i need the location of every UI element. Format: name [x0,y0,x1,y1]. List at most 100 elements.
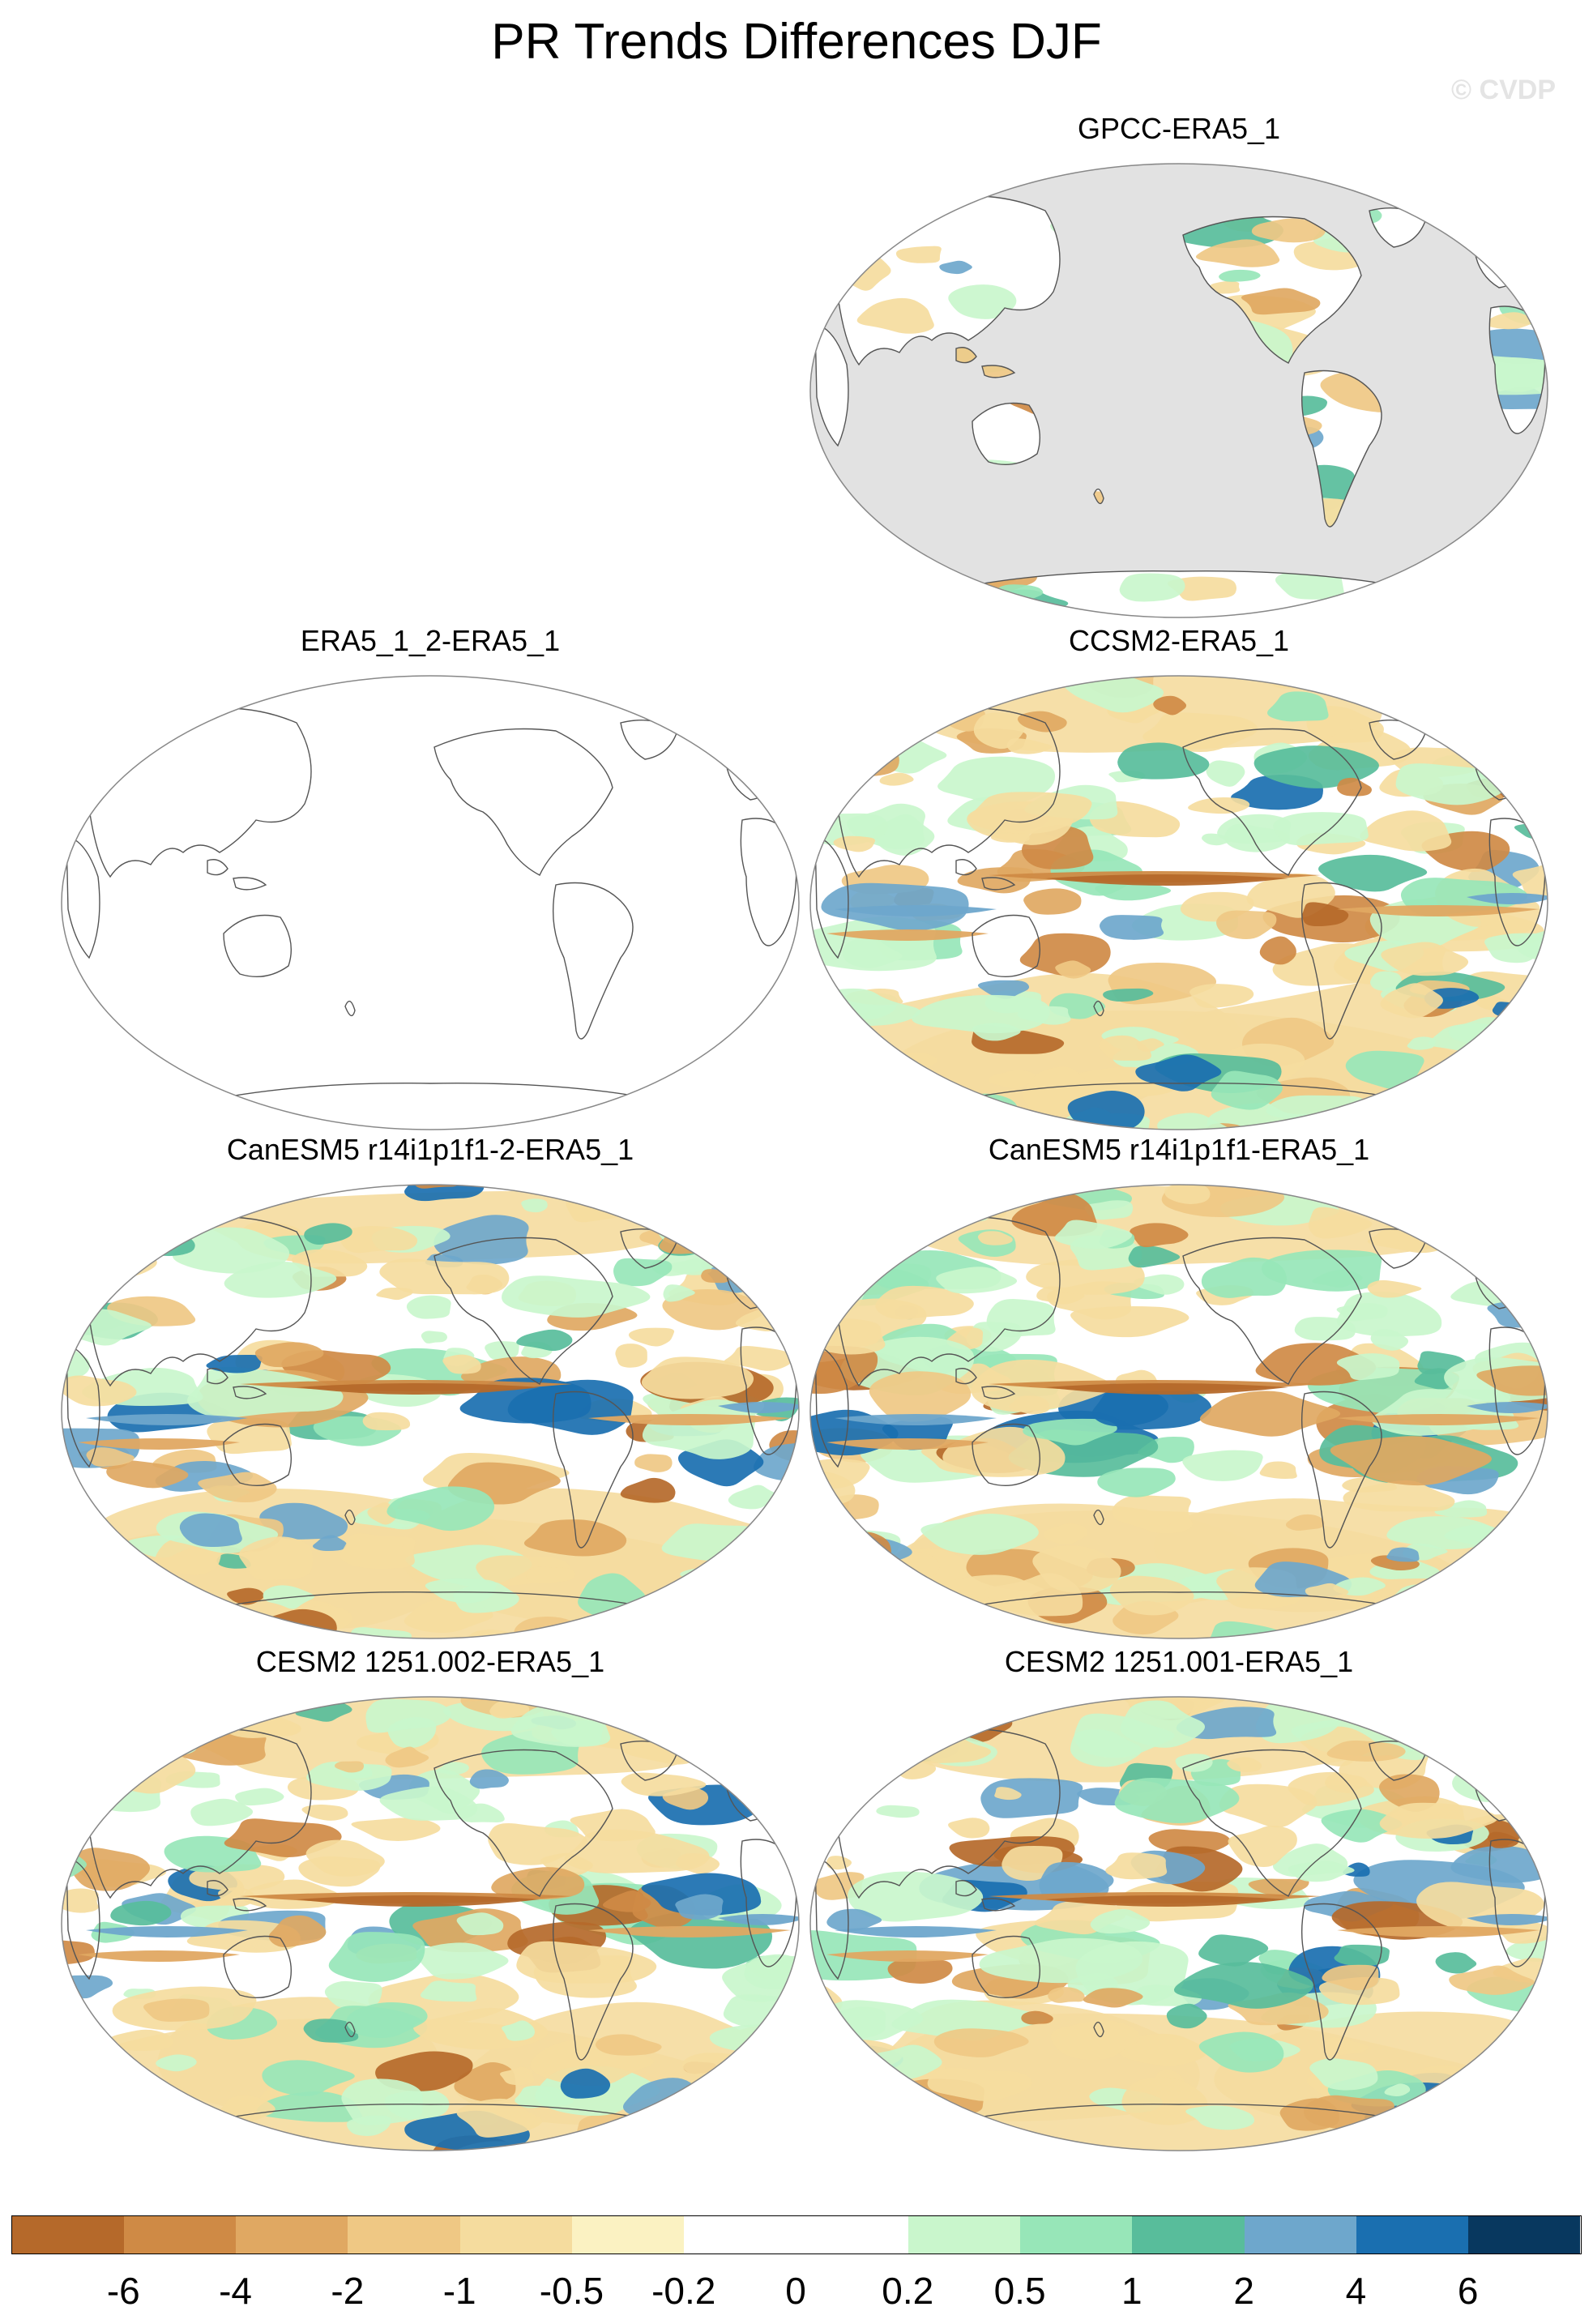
trend-patch [620,1477,676,1503]
trend-patch [1253,745,1379,788]
coastline [1093,1509,1104,1526]
trend-patch [628,1327,675,1347]
trend-patch [1048,1987,1085,2003]
trend-patch [1514,2063,1548,2088]
trend-patch [181,1697,275,1721]
map-panel-canesm2: CanESM5 r14i1p1f1-2-ERA5_1 [53,1133,807,1651]
trend-patch [341,2078,423,2125]
trend-patch [826,1908,882,1932]
trend-patch [972,1023,1021,1041]
trend-patch [1114,1778,1240,1824]
trend-patch [62,1185,128,1220]
trend-patch [256,2091,362,2122]
trend-patch [810,1720,832,1733]
trend-patch [977,1231,1013,1245]
trend-patch [304,1223,352,1245]
map-panel-cesm002: CESM2 1251.002-ERA5_1 [53,1645,807,2164]
coastline [1182,728,1362,876]
trend-patch [1215,910,1277,940]
trend-patch [1386,1201,1452,1220]
trend-patch [810,1459,870,1490]
trend-patch [1402,1108,1465,1130]
trend-patch [227,1587,264,1605]
map-canesm1 [809,1184,1548,1639]
colorbar-tick-label: 4 [1345,2270,1367,2312]
trend-patch [820,1706,887,1734]
coastline [66,1856,100,1980]
map-panel-canesm1: CanESM5 r14i1p1f1-ERA5_1 [802,1133,1556,1651]
map-field [62,1697,799,2151]
trend-patch [1259,1461,1297,1479]
trend-patch [1321,1697,1402,1716]
trend-patch [1219,1784,1318,1828]
trend-patch [1098,1035,1151,1061]
trend-patch [351,1818,441,1841]
trend-band [588,1926,791,1937]
trend-patch [865,164,888,176]
trend-patch [135,1748,178,1762]
trend-patch [1360,810,1452,852]
coastline [433,728,613,876]
colorbar-swatch [571,2215,685,2254]
trend-patch [122,1750,162,1766]
trend-patch [1206,760,1245,787]
trend-patch [668,2144,740,2151]
trend-patch [1450,1845,1548,1883]
map-panel-cesm001: CESM2 1251.001-ERA5_1 [802,1645,1556,2164]
trend-band [86,1414,248,1425]
trend-patch [86,1447,135,1467]
coastline [972,1935,1041,1999]
trend-patch [815,199,873,235]
trend-patch [1189,984,1254,1008]
coastline [223,1423,293,1487]
trend-patch [989,1070,1036,1089]
trend-patch [1434,1500,1488,1518]
trend-patch [1095,880,1172,901]
trend-patch [1336,1353,1400,1381]
trend-patch [912,994,1050,1034]
trend-patch [485,1341,519,1361]
trend-patch [435,1762,469,1775]
trend-patch [1198,2031,1284,2073]
trend-patch [515,2085,574,2108]
trend-patch [114,1185,202,1211]
trend-patch [1337,777,1372,797]
trend-band [835,905,997,916]
trend-patch [835,1570,869,1585]
trend-patch [1302,902,1349,927]
trend-band [1467,893,1548,904]
trend-patch [1367,1279,1422,1298]
trend-patch [1121,2077,1208,2125]
trend-patch [720,1596,799,1638]
colorbar-tick-label: -4 [219,2270,253,2312]
trend-patch [1384,2083,1411,2097]
colorbar-swatch [683,2215,796,2254]
colorbar-tick-label: -0.2 [651,2270,716,2312]
trend-patch [731,1697,791,1715]
trend-patch [1248,1878,1309,1897]
colorbar-swatch [235,2215,348,2254]
trend-patch [821,1532,891,1572]
panel-title: GPCC-ERA5_1 [1077,112,1281,145]
trend-patch [602,1890,651,1912]
trend-patch [111,1190,160,1205]
map-panel-ccsm2: CCSM2-ERA5_1 [802,624,1556,1143]
trend-patch [139,2118,177,2130]
trend-patch [1386,1547,1420,1562]
trend-patch [802,177,839,192]
trend-patch [948,1818,990,1839]
trend-patch [387,1486,495,1532]
trend-patch [1322,1964,1379,1991]
trend-patch [564,1829,710,1873]
trend-patch [1378,1607,1401,1619]
colorbar-tick-label: -0.5 [539,2270,604,2312]
trend-patch [984,1573,1083,1617]
coastline [66,1344,100,1468]
trend-band [826,1438,989,1450]
panel-title: CESM2 1251.001-ERA5_1 [1004,1645,1354,1678]
trend-patch [876,1805,920,1818]
trend-patch [1153,695,1187,716]
trend-patch [595,2034,662,2056]
trend-patch [1023,888,1082,915]
trend-patch [711,1712,754,1731]
